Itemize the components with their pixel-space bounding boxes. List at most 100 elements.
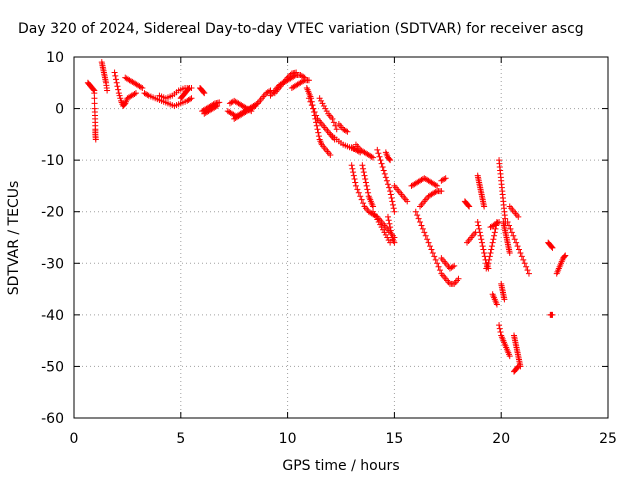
data-point-marker: [475, 222, 482, 229]
data-point-marker: [549, 244, 556, 251]
data-point-marker: [380, 226, 387, 233]
data-point-marker: [432, 182, 439, 189]
data-point-marker: [348, 162, 355, 169]
y-tick-label: -30: [41, 256, 64, 272]
data-point-marker: [212, 103, 219, 110]
x-tick-label: 0: [70, 431, 79, 447]
data-segment-s4: [111, 69, 139, 109]
data-point-marker: [350, 172, 357, 179]
data-point-marker: [391, 239, 398, 246]
data-point-marker: [417, 219, 424, 226]
data-point-marker: [442, 175, 449, 182]
data-point-marker: [506, 353, 513, 360]
y-tick-label: 0: [55, 102, 64, 118]
data-point-marker: [352, 182, 359, 189]
data-point-marker: [185, 85, 192, 92]
data-point-marker: [514, 243, 521, 250]
data-point-marker: [386, 156, 393, 163]
data-segment-s37: [438, 255, 458, 272]
data-point-marker: [481, 249, 488, 256]
data-point-marker: [387, 191, 394, 198]
data-segment-s6: [141, 90, 195, 109]
data-point-marker: [381, 170, 388, 177]
data-point-marker: [352, 179, 359, 186]
data-point-marker: [389, 198, 396, 205]
data-segment-s29: [374, 146, 398, 215]
data-point-marker: [200, 89, 207, 96]
data-point-marker: [284, 74, 291, 81]
data-point-marker: [476, 229, 483, 236]
data-point-marker: [476, 225, 483, 232]
data-point-marker: [300, 78, 307, 85]
data-point-marker: [305, 77, 312, 84]
data-point-marker: [496, 322, 503, 329]
data-point-marker: [435, 263, 442, 270]
data-point-marker: [90, 86, 97, 93]
data-point-marker: [375, 219, 382, 226]
data-point-marker: [515, 363, 522, 370]
data-segment-s39: [464, 229, 479, 246]
data-point-marker: [351, 176, 358, 183]
data-point-marker: [370, 203, 377, 210]
data-point-marker: [104, 87, 111, 94]
data-point-marker: [308, 102, 315, 109]
data-point-marker: [465, 202, 472, 209]
data-point-marker: [404, 198, 411, 205]
data-point-marker: [382, 174, 389, 181]
data-segment-s35: [412, 208, 462, 287]
data-point-marker: [518, 253, 525, 260]
data-point-marker: [490, 236, 497, 243]
data-point-marker: [377, 221, 384, 228]
data-point-marker: [561, 253, 568, 260]
data-segment-s55: [553, 252, 569, 277]
data-point-marker: [378, 160, 385, 167]
data-point-marker: [113, 79, 120, 86]
data-point-marker: [414, 212, 421, 219]
x-tick-label: 25: [599, 431, 617, 447]
y-tick-label: -20: [41, 205, 64, 221]
data-point-marker: [477, 232, 484, 239]
data-segment-s17: [271, 69, 300, 97]
x-tick-labels: 0 5 10 15 20 25: [70, 57, 617, 447]
data-point-marker: [479, 243, 486, 250]
data-point-marker: [385, 237, 392, 244]
data-point-marker: [506, 222, 513, 229]
data-point-marker: [508, 229, 515, 236]
data-point-marker: [387, 157, 394, 164]
data-point-marker: [432, 256, 439, 263]
data-segment-s21: [316, 95, 340, 133]
data-segment-s28: [370, 208, 394, 246]
data-point-marker: [349, 165, 356, 172]
data-segment-s51: [511, 332, 524, 370]
data-segment-s30: [382, 149, 394, 164]
data-point-marker: [494, 219, 501, 226]
data-point-marker: [493, 301, 500, 308]
data-point-marker: [137, 84, 144, 91]
data-segment-s53: [545, 239, 556, 251]
data-point-marker: [115, 86, 122, 93]
data-point-marker: [432, 188, 439, 195]
data-point-marker: [507, 225, 514, 232]
data-point-marker: [307, 98, 314, 105]
data-segment-s32: [391, 182, 411, 205]
data-point-marker: [111, 69, 118, 76]
data-point-marker: [113, 76, 120, 83]
data-point-marker: [121, 101, 128, 108]
data-segment-s45: [496, 157, 509, 226]
data-point-marker: [92, 136, 99, 143]
data-point-marker: [377, 157, 384, 164]
data-point-marker: [412, 208, 419, 215]
data-point-marker: [376, 153, 383, 160]
data-segment-s9: [197, 84, 208, 97]
data-point-marker: [333, 126, 340, 133]
data-point-marker: [425, 239, 432, 246]
data-segment-s1: [84, 79, 98, 94]
y-tick-labels: 10 0 -10 -20 -30 -40 -50 -60: [41, 50, 608, 427]
data-point-marker: [315, 129, 322, 136]
data-point-marker: [362, 176, 369, 183]
data-point-marker: [355, 189, 362, 196]
data-point-marker: [488, 243, 495, 250]
y-tick-label: -50: [41, 359, 64, 375]
data-segment-s47: [504, 219, 532, 277]
data-segment-s18: [288, 77, 312, 91]
